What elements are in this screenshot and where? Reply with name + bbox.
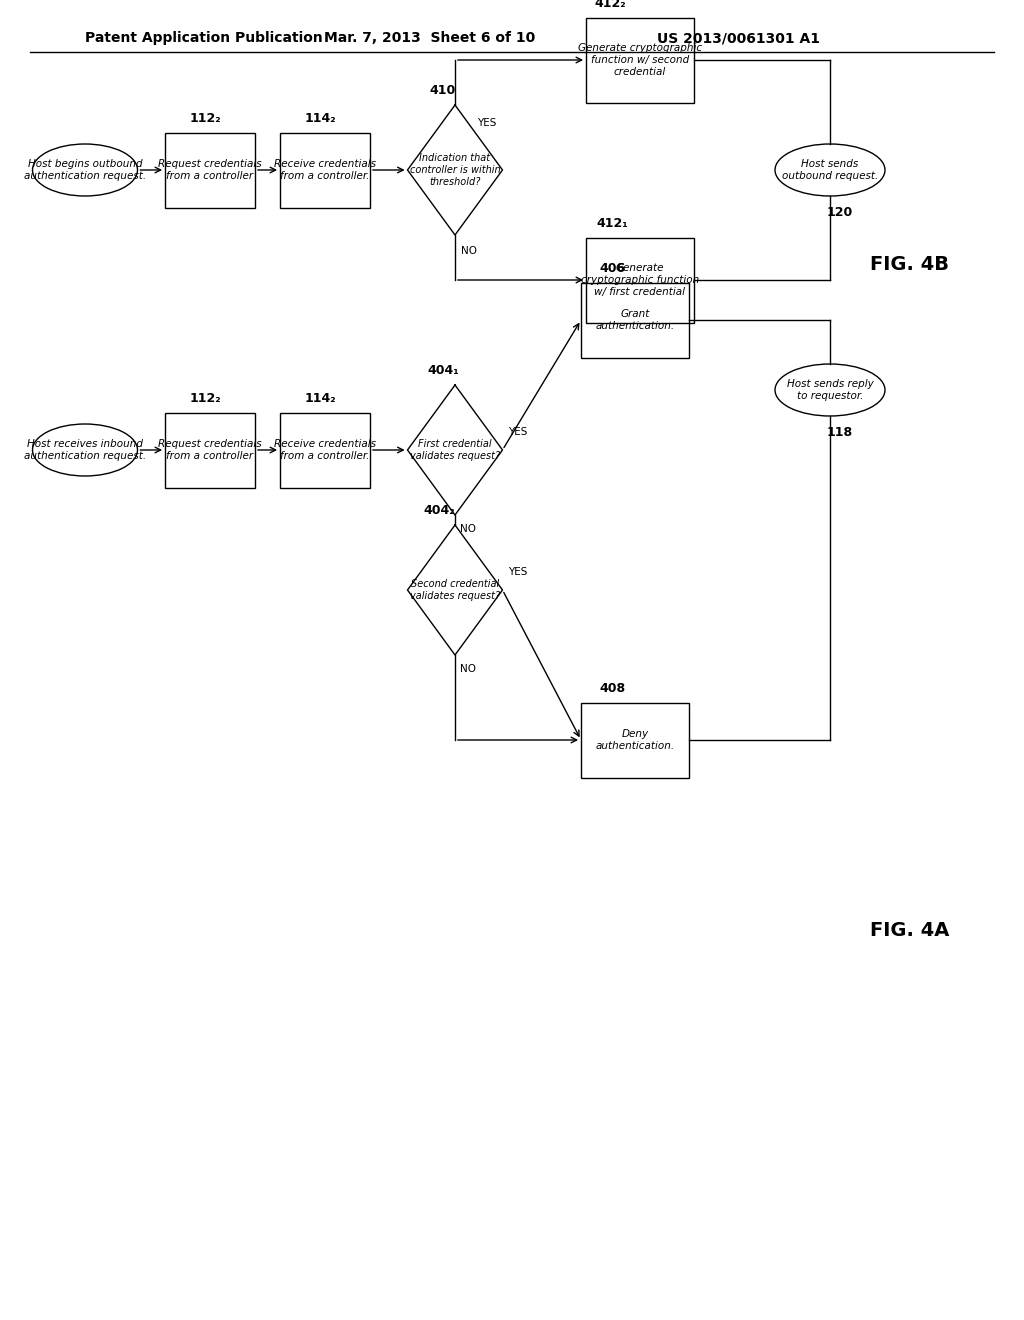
Text: Generate
cryptographic function
w/ first credential: Generate cryptographic function w/ first… bbox=[581, 264, 699, 297]
Text: YES: YES bbox=[509, 426, 528, 437]
Text: Receive credentials
from a controller.: Receive credentials from a controller. bbox=[274, 440, 376, 461]
Text: Host begins outbound
authentication request.: Host begins outbound authentication requ… bbox=[24, 160, 146, 181]
Bar bbox=[581, 282, 689, 358]
Bar bbox=[280, 132, 370, 207]
Text: 112₂: 112₂ bbox=[189, 392, 221, 405]
Bar bbox=[586, 238, 694, 322]
Bar bbox=[165, 132, 255, 207]
Bar bbox=[581, 702, 689, 777]
Text: 118: 118 bbox=[827, 425, 853, 438]
Text: 120: 120 bbox=[826, 206, 853, 219]
Text: 410: 410 bbox=[430, 84, 456, 98]
Text: 408: 408 bbox=[600, 682, 626, 696]
Text: US 2013/0061301 A1: US 2013/0061301 A1 bbox=[657, 30, 820, 45]
Text: Generate cryptographic
function w/ second
credential: Generate cryptographic function w/ secon… bbox=[578, 44, 702, 77]
Text: FIG. 4A: FIG. 4A bbox=[870, 920, 949, 940]
Text: YES: YES bbox=[477, 117, 497, 128]
Text: Mar. 7, 2013  Sheet 6 of 10: Mar. 7, 2013 Sheet 6 of 10 bbox=[325, 30, 536, 45]
Text: Receive credentials
from a controller.: Receive credentials from a controller. bbox=[274, 160, 376, 181]
Text: 114₂: 114₂ bbox=[304, 112, 336, 125]
Text: NO: NO bbox=[461, 246, 477, 256]
Text: 404₁: 404₁ bbox=[427, 364, 459, 378]
Text: 114₂: 114₂ bbox=[304, 392, 336, 405]
Text: Request credentials
from a controller: Request credentials from a controller bbox=[158, 160, 262, 181]
Text: Host sends reply
to requestor.: Host sends reply to requestor. bbox=[786, 379, 873, 401]
Text: Indication that
controller is within
threshold?: Indication that controller is within thr… bbox=[410, 153, 501, 186]
Text: Second credential
validates request?: Second credential validates request? bbox=[410, 579, 500, 601]
Bar bbox=[586, 17, 694, 103]
Text: Grant
authentication.: Grant authentication. bbox=[595, 309, 675, 331]
Text: Deny
authentication.: Deny authentication. bbox=[595, 729, 675, 751]
Text: Request credentials
from a controller: Request credentials from a controller bbox=[158, 440, 262, 461]
Bar bbox=[280, 412, 370, 487]
Text: 404₂: 404₂ bbox=[423, 504, 455, 517]
Text: Host receives inbound
authentication request.: Host receives inbound authentication req… bbox=[24, 440, 146, 461]
Text: Patent Application Publication: Patent Application Publication bbox=[85, 30, 323, 45]
Text: 112₂: 112₂ bbox=[189, 112, 221, 125]
Text: 412₂: 412₂ bbox=[594, 0, 626, 11]
Text: NO: NO bbox=[460, 664, 476, 675]
Text: Host sends
outbound request.: Host sends outbound request. bbox=[782, 160, 879, 181]
Text: FIG. 4B: FIG. 4B bbox=[870, 256, 949, 275]
Bar bbox=[165, 412, 255, 487]
Text: NO: NO bbox=[460, 524, 476, 535]
Text: YES: YES bbox=[509, 568, 528, 577]
Text: First credential
validates request?: First credential validates request? bbox=[410, 440, 500, 461]
Text: 406: 406 bbox=[600, 261, 626, 275]
Text: 412₁: 412₁ bbox=[596, 216, 628, 230]
